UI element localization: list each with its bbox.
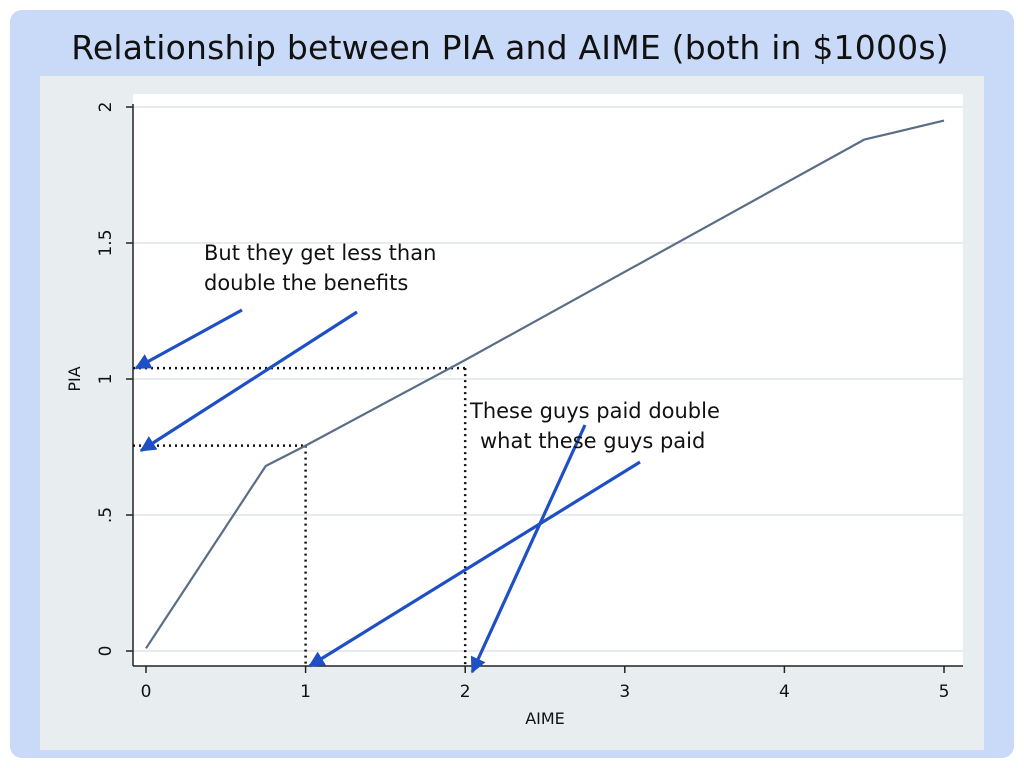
annotation-paid-double-line2: what these guys paid bbox=[480, 429, 705, 453]
x-tick-label: 2 bbox=[460, 682, 471, 702]
x-tick-label: 0 bbox=[141, 682, 152, 702]
annotation-arrows bbox=[134, 308, 641, 674]
y-tick-label: 1 bbox=[96, 374, 116, 385]
y-tick-label: 0 bbox=[96, 646, 116, 657]
arrow-to-aime-2 bbox=[470, 424, 587, 674]
x-axis-title: AIME bbox=[525, 709, 565, 728]
arrow-to-aime-1 bbox=[308, 460, 641, 668]
x-tick-label: 5 bbox=[939, 682, 950, 702]
slide-title: Relationship between PIA and AIME (both … bbox=[71, 28, 949, 67]
annotation-paid-double-line1: These guys paid double bbox=[469, 399, 720, 423]
x-tick-label: 3 bbox=[619, 682, 630, 702]
annotation-less-benefits-line2: double the benefits bbox=[204, 271, 408, 295]
y-tick-label: .5 bbox=[96, 507, 116, 523]
series-group bbox=[145, 119, 945, 649]
x-tick-label: 4 bbox=[779, 682, 790, 702]
annotation-less-benefits-line1: But they get less than bbox=[204, 241, 436, 265]
x-tick-label: 1 bbox=[300, 682, 311, 702]
arrow-to-pia-low bbox=[139, 310, 358, 452]
series-line bbox=[145, 119, 945, 649]
y-axis-title: PIA bbox=[65, 366, 84, 391]
y-tick-label: 2 bbox=[96, 102, 116, 113]
reference-guides bbox=[133, 366, 467, 666]
axes: 0 .5 1 1.5 2 0 1 2 3 4 5 bbox=[96, 102, 963, 702]
gridlines bbox=[133, 106, 963, 652]
y-tick-label: 1.5 bbox=[96, 229, 116, 256]
arrow-to-pia-high bbox=[134, 308, 243, 370]
